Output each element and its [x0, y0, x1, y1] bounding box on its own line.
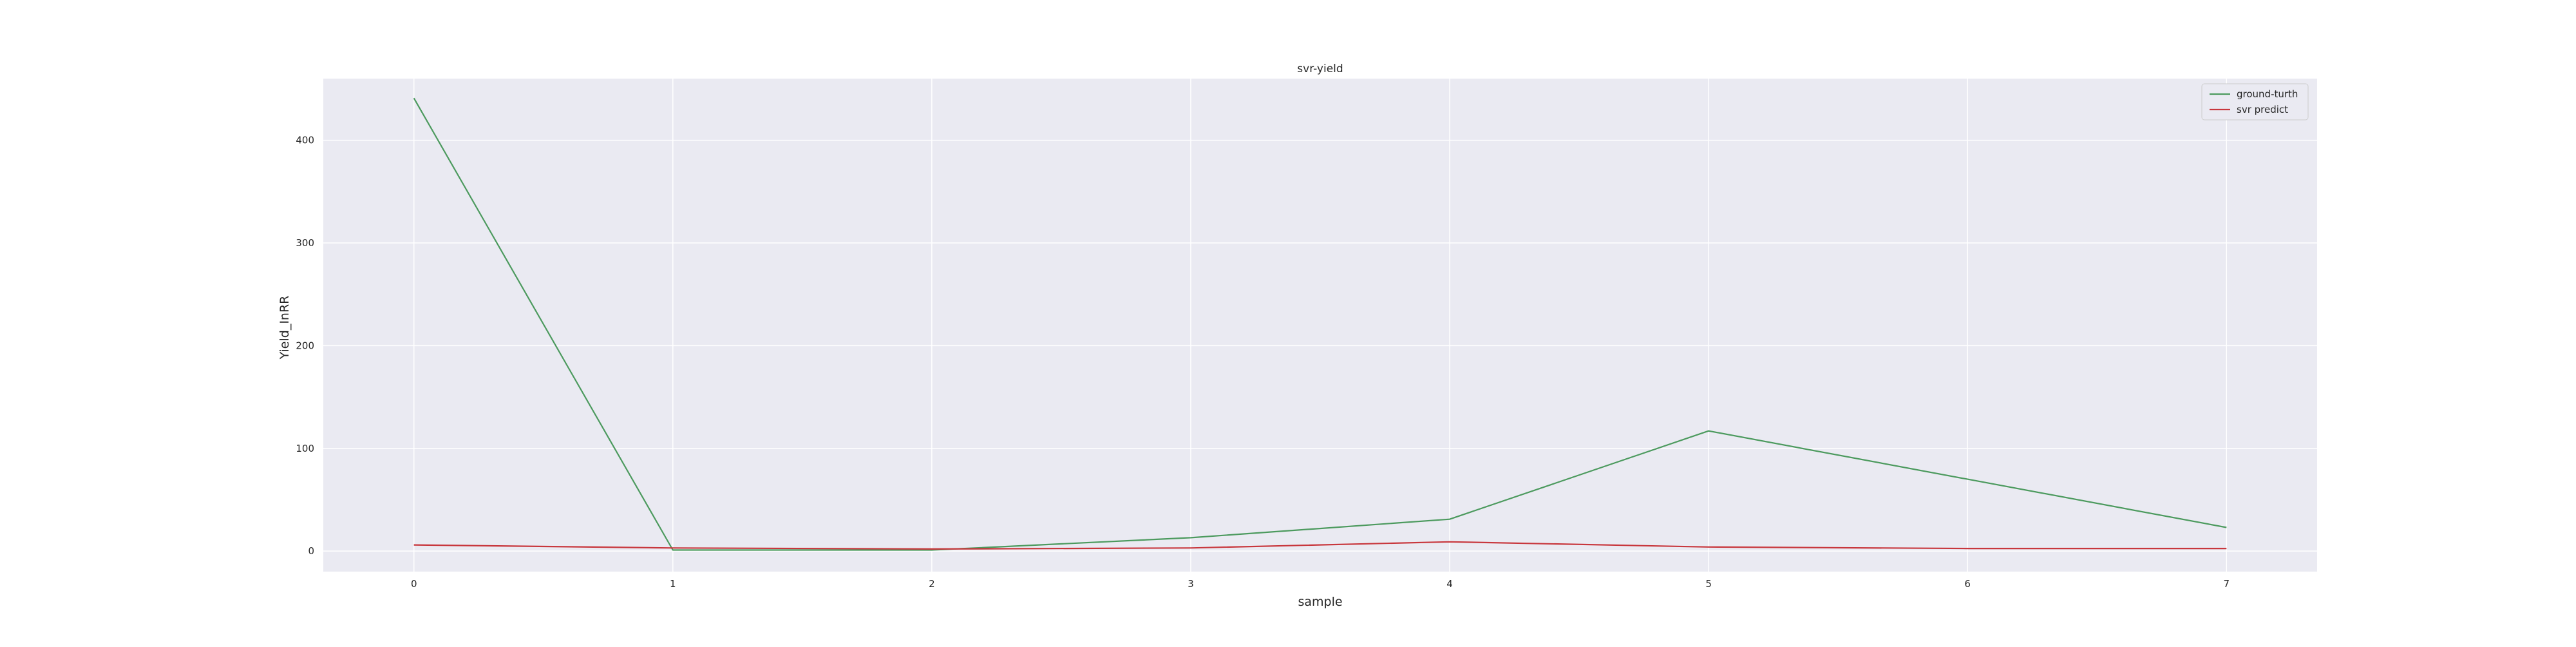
y-tick-label: 300	[296, 237, 314, 249]
x-tick-label: 7	[2223, 578, 2230, 590]
y-axis-label: Yield_InRR	[278, 296, 292, 360]
tick-labels: 0 1 2 3 4 5 6 7 0 100 200 300 400	[296, 135, 2230, 590]
x-tick-label: 2	[929, 578, 935, 590]
y-tick-label: 200	[296, 340, 314, 351]
legend-box	[2201, 83, 2309, 121]
legend-label: svr predict	[2237, 104, 2288, 115]
legend-label: ground-turth	[2237, 88, 2298, 100]
series-line-svr-predict	[413, 541, 2227, 550]
series-lines	[413, 97, 2227, 551]
x-tick-label: 0	[411, 578, 417, 590]
legend: ground-turth svr predict	[2201, 83, 2309, 121]
y-tick-label: 400	[296, 135, 314, 146]
x-axis-label: sample	[1298, 595, 1342, 609]
x-tick-label: 5	[1705, 578, 1712, 590]
chart-title: svr-yield	[1297, 63, 1343, 75]
plot-area	[323, 79, 2317, 572]
y-tick-label: 0	[308, 545, 314, 557]
series-line-ground-turth	[413, 97, 2227, 551]
x-tick-label: 4	[1446, 578, 1453, 590]
y-tick-label: 100	[296, 443, 314, 454]
grid-lines	[323, 79, 2317, 572]
x-tick-label: 6	[1964, 578, 1971, 590]
x-tick-label: 3	[1188, 578, 1194, 590]
x-tick-label: 1	[670, 578, 676, 590]
